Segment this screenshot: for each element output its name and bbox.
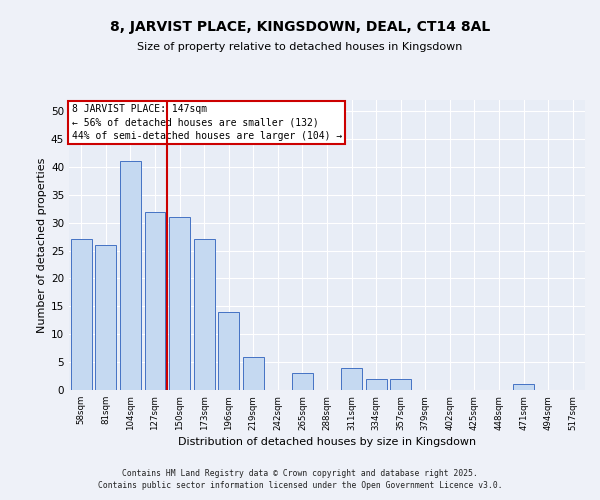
Bar xyxy=(71,240,92,390)
Bar xyxy=(145,212,166,390)
Bar xyxy=(169,217,190,390)
Bar xyxy=(95,245,116,390)
Y-axis label: Number of detached properties: Number of detached properties xyxy=(37,158,47,332)
Text: 8, JARVIST PLACE, KINGSDOWN, DEAL, CT14 8AL: 8, JARVIST PLACE, KINGSDOWN, DEAL, CT14 … xyxy=(110,20,490,34)
Text: Contains HM Land Registry data © Crown copyright and database right 2025.
Contai: Contains HM Land Registry data © Crown c… xyxy=(98,468,502,490)
Bar xyxy=(120,162,141,390)
Bar xyxy=(341,368,362,390)
Bar xyxy=(390,379,411,390)
Bar xyxy=(365,379,386,390)
X-axis label: Distribution of detached houses by size in Kingsdown: Distribution of detached houses by size … xyxy=(178,436,476,446)
Bar xyxy=(218,312,239,390)
Bar xyxy=(243,356,264,390)
Bar xyxy=(292,374,313,390)
Text: 8 JARVIST PLACE: 147sqm
← 56% of detached houses are smaller (132)
44% of semi-d: 8 JARVIST PLACE: 147sqm ← 56% of detache… xyxy=(71,104,342,141)
Bar xyxy=(194,240,215,390)
Text: Size of property relative to detached houses in Kingsdown: Size of property relative to detached ho… xyxy=(137,42,463,52)
Bar xyxy=(513,384,534,390)
